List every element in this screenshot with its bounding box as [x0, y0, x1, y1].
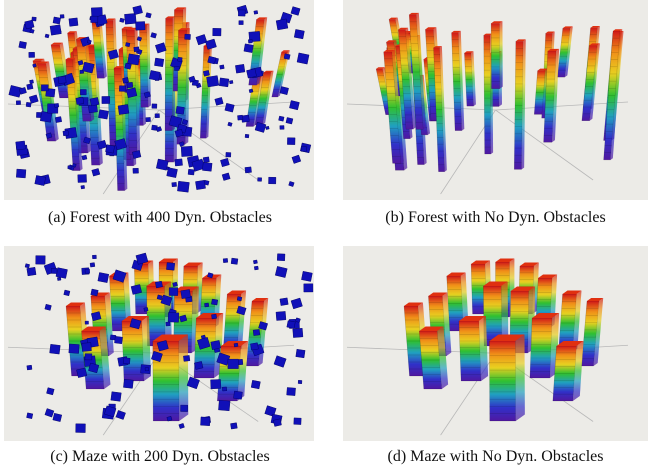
scene-forest-dynamic [7, 4, 312, 195]
pillar [408, 12, 426, 130]
pillar [533, 68, 548, 115]
pillar [557, 26, 573, 78]
pillar [581, 298, 604, 367]
pillar [458, 316, 489, 382]
pillar [490, 21, 503, 89]
pillar [543, 48, 560, 143]
caption-a: (a) Forest with 400 Dyn. Obstacles [48, 209, 272, 226]
pillar [529, 313, 560, 379]
render-forest-400 [4, 0, 314, 200]
pillar [271, 50, 290, 98]
pillar [139, 23, 151, 108]
pillar [451, 30, 465, 131]
pillar [397, 27, 416, 130]
caption-d: (d) Maze with No Dyn. Obstacles [387, 448, 604, 465]
pillar [552, 341, 584, 402]
pillar [464, 51, 476, 107]
pillar [489, 334, 525, 422]
scene-maze-static [346, 258, 629, 436]
pillar [603, 29, 623, 161]
scene-maze-dynamic [7, 252, 314, 436]
dynamic-obstacles [24, 252, 314, 433]
render-maze-200 [4, 246, 314, 441]
pillar [383, 49, 404, 164]
pillar [433, 46, 447, 172]
pillar [113, 66, 128, 191]
dynamic-obstacles [8, 4, 312, 193]
pillar [558, 290, 582, 353]
pillar [483, 281, 509, 347]
pillar [217, 341, 248, 402]
render-forest-static [343, 0, 648, 200]
pillar [152, 334, 189, 422]
caption-c: (c) Maze with 200 Dyn. Obstacles [50, 448, 270, 465]
pillar [513, 39, 526, 170]
caption-b: (b) Forest with No Dyn. Obstacles [385, 209, 606, 226]
pillar [418, 326, 449, 390]
pillar [581, 43, 600, 121]
scene-forest-static [346, 12, 629, 195]
render-maze-static [343, 246, 648, 441]
